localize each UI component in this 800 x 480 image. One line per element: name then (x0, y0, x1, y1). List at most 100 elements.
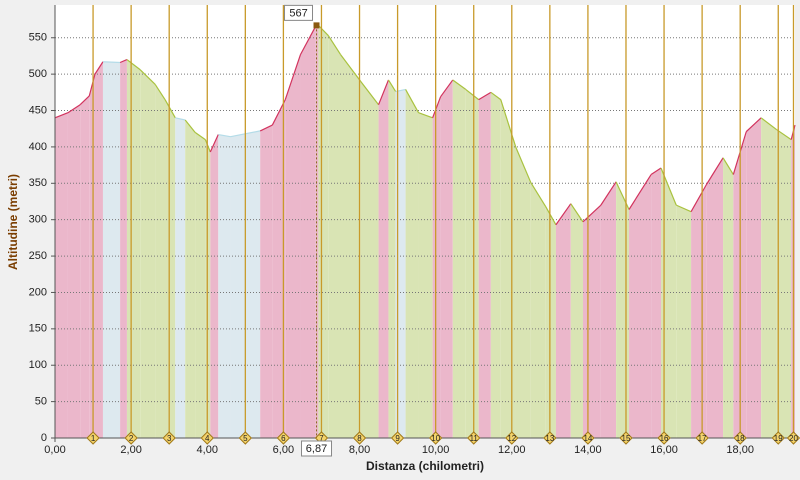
profile-line (500, 99, 517, 148)
profile-line (88, 73, 96, 97)
profile-area (661, 168, 677, 438)
km-marker-label: 4 (205, 434, 210, 443)
profile-line (209, 134, 219, 153)
profile-area (185, 119, 196, 439)
km-marker-label: 3 (167, 434, 172, 443)
profile-area (94, 61, 103, 438)
profile-line (184, 119, 196, 133)
profile-line (259, 124, 273, 132)
profile-area (272, 99, 286, 438)
km-marker (467, 431, 481, 445)
profile-line (360, 81, 380, 106)
y-tick-label: 100 (29, 359, 47, 371)
x-axis-title: Distanza (chilometri) (366, 459, 484, 473)
profile-area (691, 184, 707, 438)
profile-area (432, 96, 441, 438)
profile-area (776, 129, 792, 438)
y-tick-label: 400 (29, 141, 47, 153)
km-marker (352, 431, 367, 445)
cursor-y-label: 567 (289, 7, 307, 19)
profile-area (318, 25, 329, 439)
profile-line (722, 157, 734, 175)
cursor-x-box (301, 440, 333, 457)
profile-area (440, 79, 453, 438)
profile-line (650, 167, 662, 176)
km-marker-label: 15 (622, 434, 631, 443)
profile-line (490, 91, 502, 101)
km-marker-label: 10 (431, 434, 440, 443)
profile-line (440, 79, 454, 98)
km-marker-label: 17 (698, 434, 707, 443)
profile-line (600, 181, 617, 206)
profile-line (54, 112, 69, 119)
profile-area (102, 61, 121, 438)
profile-area (195, 132, 206, 438)
profile-area (285, 54, 301, 438)
profile-area (165, 99, 176, 438)
profile-area (555, 203, 571, 438)
profile-area (388, 79, 396, 438)
km-marker-label: 9 (395, 434, 400, 443)
profile-area (490, 92, 501, 438)
profile-line (284, 54, 302, 100)
km-marker-label: 20 (789, 434, 798, 443)
profile-line (218, 133, 231, 138)
profile-area (340, 54, 361, 438)
y-tick-label: 450 (29, 104, 47, 116)
km-marker (695, 431, 709, 445)
y-tick-label: 50 (35, 396, 47, 408)
km-marker-label: 2 (129, 434, 134, 443)
y-tick-label: 250 (29, 250, 47, 262)
y-axis-title: Altitudine (metri) (6, 174, 20, 270)
profile-line (94, 61, 104, 75)
profile-line (705, 157, 724, 186)
x-tick-label: 14,00 (574, 444, 602, 456)
profile-line (317, 24, 329, 36)
profile-area (676, 205, 692, 438)
y-tick-label: 200 (29, 286, 47, 298)
profile-line (126, 59, 141, 71)
profile-line (194, 131, 206, 141)
y-tick-label: 550 (29, 32, 47, 44)
profile-line (478, 91, 492, 101)
profile-area (570, 203, 583, 438)
km-marker-label: 7 (319, 434, 324, 443)
profile-area (500, 99, 516, 438)
km-marker (200, 431, 214, 445)
profile-line (760, 117, 777, 130)
profile-area (629, 174, 652, 438)
profile-area (328, 35, 341, 439)
cursor-y-box (284, 4, 314, 21)
km-marker-label: 19 (774, 434, 783, 443)
profile-area (651, 168, 662, 438)
profile-line (675, 204, 692, 213)
profile-line (299, 26, 316, 55)
km-marker-label: 5 (243, 434, 248, 443)
km-marker (657, 431, 671, 445)
y-tick-label: 150 (29, 323, 47, 335)
cursor-x-label: 6,87 (306, 443, 327, 455)
x-tick-label: 2,00 (120, 444, 141, 456)
profile-line (690, 184, 707, 212)
profile-line (615, 181, 630, 210)
km-marker (543, 431, 557, 445)
km-marker-label: 16 (660, 434, 669, 443)
profile-line (515, 147, 532, 183)
km-marker (619, 431, 633, 445)
profile-area (530, 182, 546, 438)
km-marker-label: 12 (507, 434, 516, 443)
profile-line (175, 117, 186, 121)
profile-line (418, 112, 433, 119)
profile-area (545, 206, 556, 438)
km-marker (428, 431, 443, 445)
profile-line (530, 182, 547, 207)
profile-line (340, 54, 362, 82)
profile-area (465, 89, 479, 438)
profile-area (706, 157, 724, 438)
x-tick-label: 6,00 (273, 444, 294, 456)
y-tick-label: 500 (29, 68, 47, 80)
km-marker (238, 431, 253, 445)
profile-area (582, 205, 601, 438)
km-marker (276, 431, 291, 445)
